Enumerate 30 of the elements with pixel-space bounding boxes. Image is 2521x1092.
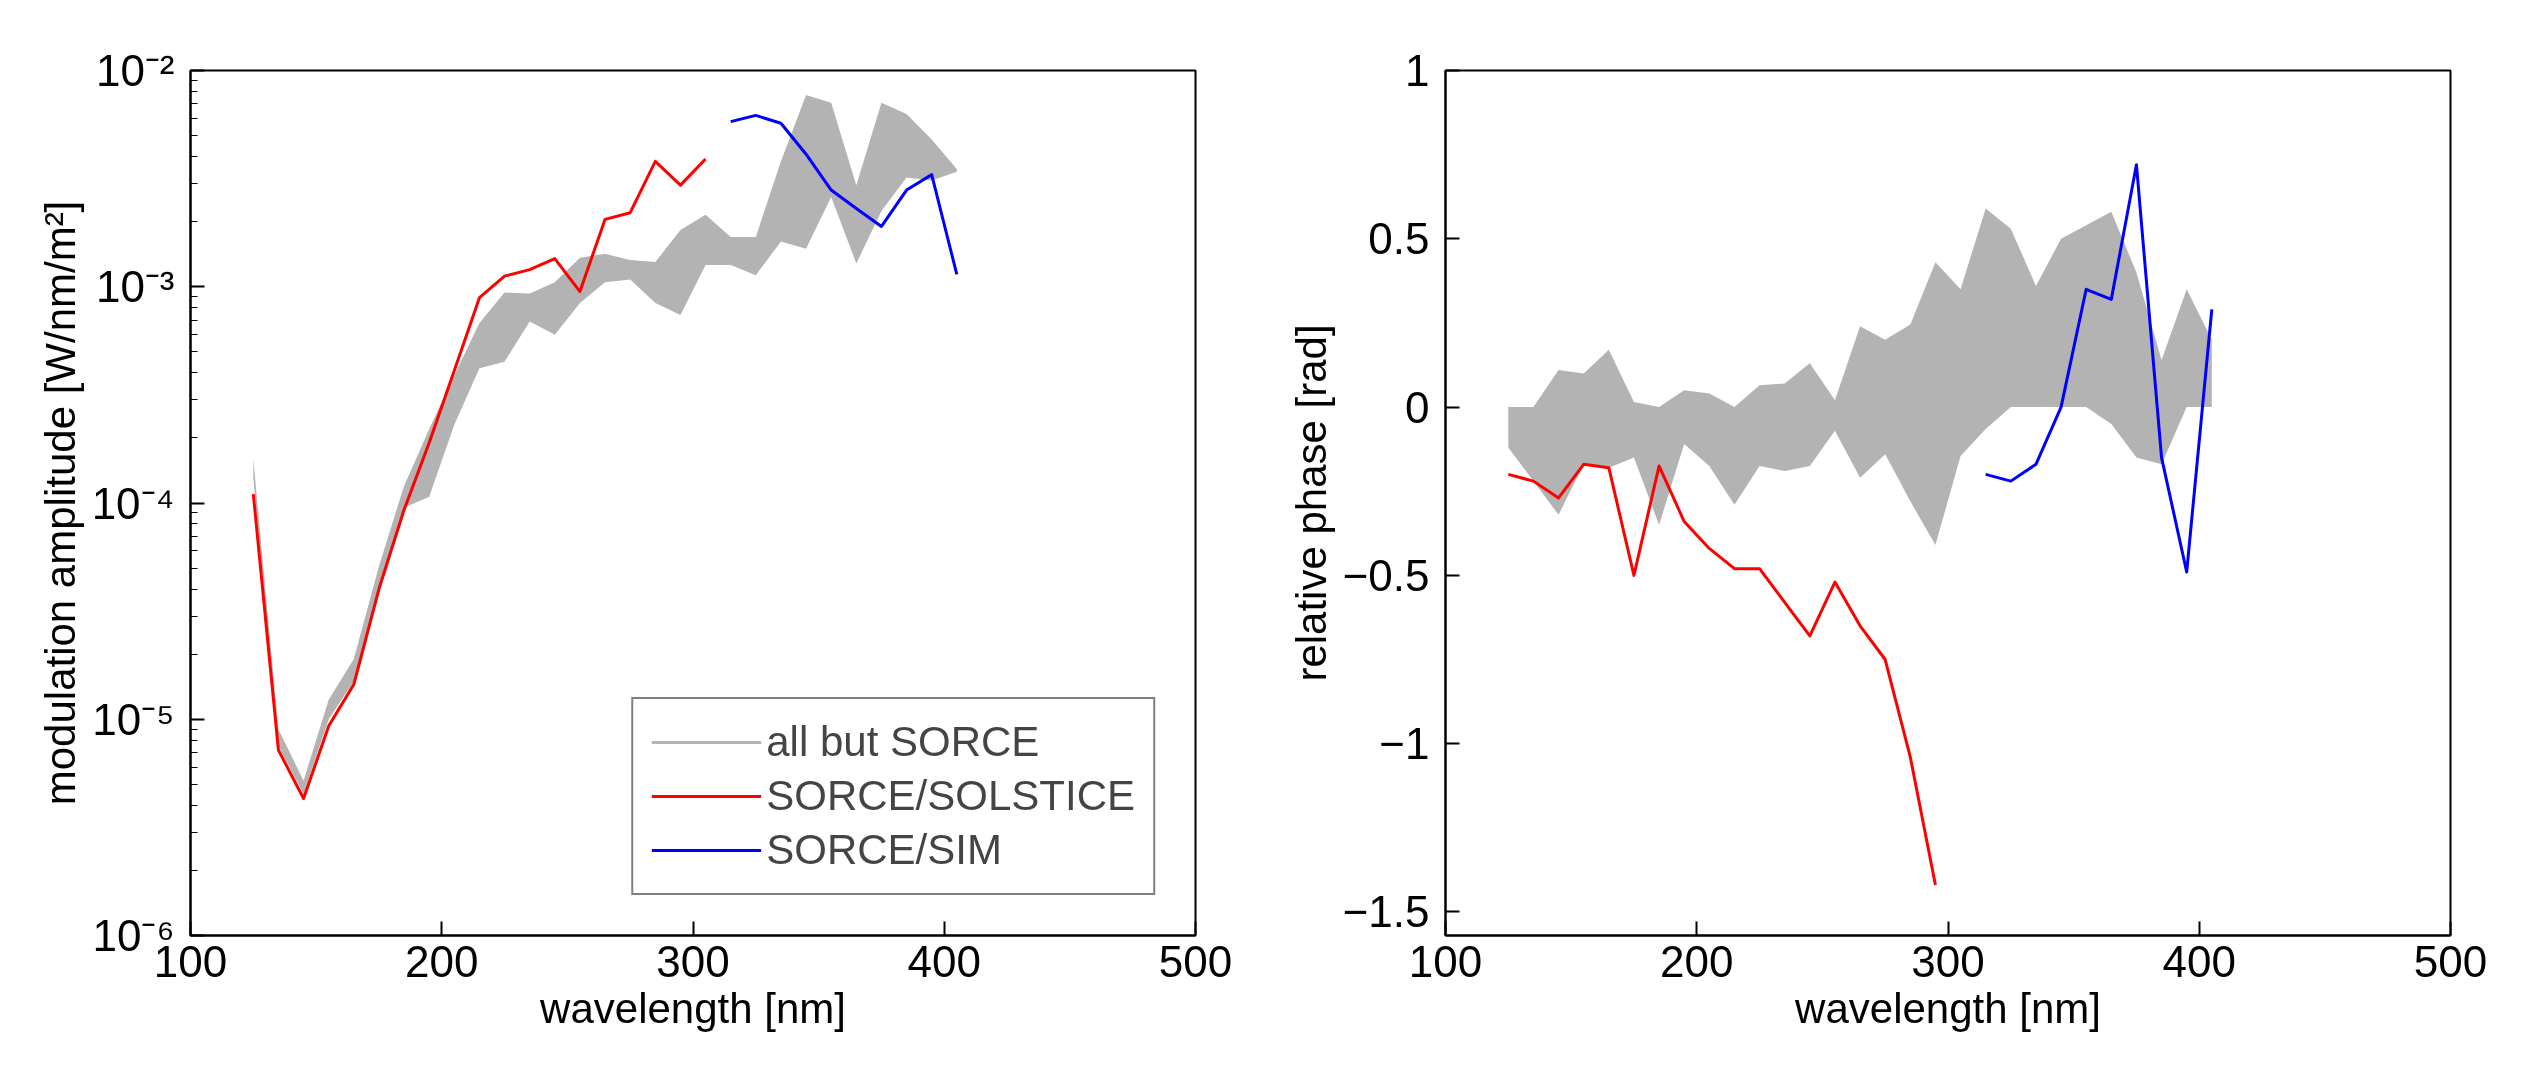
x-tick-label: 500: [1158, 936, 1233, 986]
y-axis-title: modulation amplitude [W/nm/m²]: [36, 200, 84, 806]
legend-label: SORCE/SOLSTICE: [766, 771, 1135, 821]
y-tick-label: 1: [1405, 46, 1430, 95]
x-tick-label: 500: [2413, 936, 2488, 986]
legend-label: all but SORCE: [766, 717, 1040, 767]
y-tick-label: −1.5: [1342, 887, 1430, 937]
y-tick-label: 10⁻³: [95, 262, 175, 312]
x-tick-label: 200: [405, 936, 479, 986]
y-axis-title: relative phase [rad]: [1287, 324, 1335, 682]
x-tick-label: 400: [907, 936, 981, 986]
y-tick-label: 10⁻⁵: [92, 694, 175, 744]
x-tick-label: 200: [1660, 936, 1734, 986]
line-series: [729, 113, 959, 276]
x-tick-label: 100: [1408, 936, 1483, 986]
x-tick-label: 400: [2162, 936, 2236, 986]
y-tick-label: −1: [1379, 719, 1430, 769]
y-tick-label: 0.5: [1368, 214, 1430, 264]
line-series: [1506, 462, 1937, 887]
x-axis-title: wavelength [nm]: [1794, 984, 2101, 1032]
x-axis-title: wavelength [nm]: [539, 984, 846, 1032]
y-tick-label: 10⁻⁴: [91, 478, 175, 528]
x-tick-label: 300: [656, 936, 730, 986]
line-series: [251, 157, 708, 801]
y-tick-label: −0.5: [1342, 550, 1430, 600]
y-tick-label: 0: [1405, 382, 1430, 432]
y-tick-label: 10⁻²: [95, 46, 175, 95]
x-tick-label: 300: [1911, 936, 1985, 986]
line-series: [1984, 163, 2214, 574]
legend-label: SORCE/SIM: [766, 825, 1002, 875]
